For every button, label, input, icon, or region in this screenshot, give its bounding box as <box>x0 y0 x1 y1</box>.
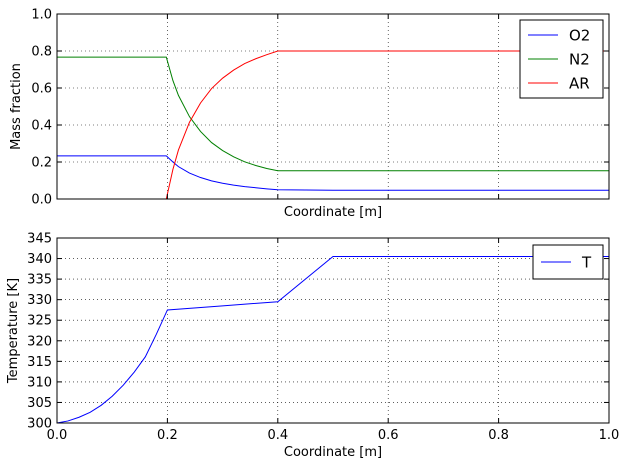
series-line-n2 <box>57 56 609 172</box>
temperature-chart: 0.0 0.2 0.4 0.6 0.8 1.0 300 305 310 315 320 325 330 3… <box>6 232 619 461</box>
temperature-plot-area <box>57 238 609 423</box>
mass-fraction-y-tick-label: 0.4 <box>31 119 52 134</box>
mass-fraction-plot-area <box>57 14 609 199</box>
temperature-y-tick-label: 310 <box>27 375 52 390</box>
temperature-y-axis-label: Temperature [K] <box>6 278 21 384</box>
temperature-x-tick-label: 0.8 <box>488 428 509 443</box>
mass-fraction-legend: O2 N2 AR <box>519 19 604 99</box>
mass-fraction-series <box>57 50 609 200</box>
mass-fraction-y-tick-label: 0.8 <box>31 45 52 60</box>
mass-fraction-y-axis-label: Mass fraction <box>9 63 24 150</box>
temperature-x-tick-label: 1.0 <box>599 428 620 443</box>
mass-fraction-chart: 0.0 0.2 0.4 0.6 0.8 1.0 Coordinate [m] Mass f… <box>9 8 610 220</box>
temperature-grid <box>57 238 609 423</box>
temperature-y-tick-label: 300 <box>27 417 52 432</box>
mass-fraction-axes-frame <box>56 13 610 200</box>
temperature-x-tick-label: 0.4 <box>267 428 288 443</box>
series-line-t <box>56 256 609 424</box>
legend-label-t: T <box>581 254 592 272</box>
temperature-y-tick-label: 305 <box>27 396 52 411</box>
temperature-y-tick-label: 315 <box>27 355 52 370</box>
temperature-y-tick-label: 345 <box>27 232 52 247</box>
temperature-y-tick-label: 340 <box>27 252 52 267</box>
temperature-y-tick-label: 335 <box>27 273 52 288</box>
temperature-y-tick-label: 320 <box>27 334 52 349</box>
legend-label-n2: N2 <box>569 51 590 69</box>
temperature-x-tick-label: 0.0 <box>47 428 68 443</box>
temperature-x-tick-label: 0.2 <box>157 428 178 443</box>
mass-fraction-y-tick-label: 0.6 <box>31 82 52 97</box>
series-line-ar <box>57 50 609 200</box>
temperature-x-tick-label: 0.6 <box>378 428 399 443</box>
legend-label-ar: AR <box>569 75 590 93</box>
mass-fraction-y-tick-label: 0.2 <box>31 156 52 171</box>
legend-label-o2: O2 <box>569 27 590 45</box>
mass-fraction-y-tick-label: 0.0 <box>31 193 52 208</box>
temperature-y-tick-label: 330 <box>27 293 52 308</box>
mass-fraction-ticks: 0.0 0.2 0.4 0.6 0.8 1.0 <box>31 8 610 208</box>
temperature-axes-frame <box>56 237 610 424</box>
mass-fraction-x-axis-label: Coordinate [m] <box>284 205 382 220</box>
mass-fraction-y-tick-label: 1.0 <box>31 8 52 23</box>
temperature-legend: T <box>532 244 604 280</box>
temperature-series <box>56 256 609 424</box>
temperature-x-axis-label: Coordinate [m] <box>284 445 382 460</box>
temperature-ticks: 0.0 0.2 0.4 0.6 0.8 1.0 300 305 310 315 320 325 330 3… <box>27 232 619 444</box>
temperature-y-tick-label: 325 <box>27 314 52 329</box>
series-line-o2 <box>57 155 609 191</box>
